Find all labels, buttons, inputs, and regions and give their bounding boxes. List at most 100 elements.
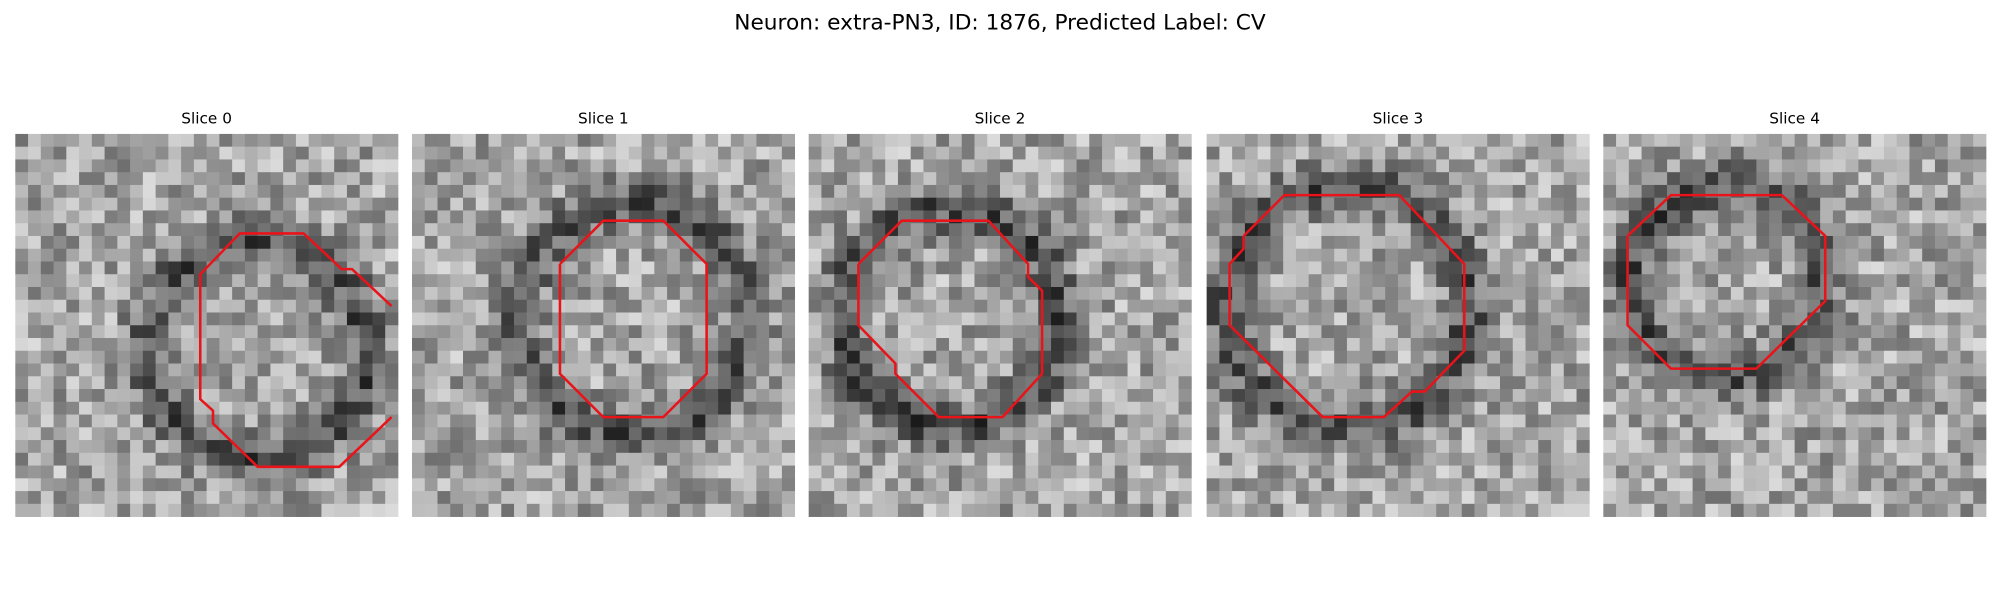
- pixel: [1871, 491, 1885, 505]
- pixel: [1244, 363, 1259, 377]
- pixel: [590, 325, 604, 339]
- pixel: [219, 197, 233, 211]
- pixel: [1538, 478, 1552, 492]
- pixel: [808, 440, 822, 454]
- pixel: [142, 478, 156, 492]
- pixel: [1909, 427, 1923, 441]
- pixel: [1270, 414, 1284, 428]
- pixel: [359, 248, 373, 262]
- pixel: [859, 235, 873, 250]
- pixel: [834, 427, 848, 441]
- pixel: [385, 363, 399, 377]
- pixel: [974, 146, 988, 160]
- pixel: [872, 312, 886, 326]
- pixel: [1461, 184, 1475, 199]
- pixel: [603, 401, 617, 415]
- pixel: [28, 133, 42, 148]
- pixel: [450, 210, 464, 224]
- pixel: [104, 223, 118, 237]
- pixel: [283, 401, 297, 415]
- pixel: [79, 440, 93, 454]
- pixel: [1089, 465, 1103, 479]
- pixel: [526, 146, 540, 160]
- pixel: [1616, 197, 1630, 211]
- pixel: [1000, 389, 1014, 403]
- pixel: [283, 350, 297, 364]
- pixel: [1692, 286, 1706, 301]
- pixel: [1372, 286, 1386, 301]
- pixel: [79, 261, 93, 275]
- pixel: [1576, 465, 1590, 479]
- pixel: [79, 210, 93, 224]
- pixel: [1461, 235, 1475, 250]
- pixel: [424, 146, 438, 160]
- pixel: [1385, 325, 1399, 339]
- pixel: [1385, 197, 1399, 211]
- pixel: [1283, 414, 1297, 428]
- pixel: [1858, 503, 1872, 517]
- pixel: [1743, 491, 1757, 505]
- pixel: [872, 338, 886, 352]
- pixel: [1947, 210, 1961, 224]
- pixel: [359, 503, 373, 517]
- pixel: [1576, 184, 1590, 199]
- pixel: [961, 223, 975, 237]
- pixel: [359, 414, 373, 428]
- pixel: [79, 159, 93, 173]
- pixel: [628, 350, 642, 364]
- pixel: [232, 312, 246, 326]
- pixel: [1448, 491, 1463, 505]
- pixel: [1832, 159, 1847, 173]
- pixel: [961, 465, 975, 479]
- pixel: [1385, 159, 1399, 173]
- pixel: [450, 478, 464, 492]
- pixel: [206, 389, 220, 403]
- pixel: [1500, 401, 1514, 415]
- pixel: [1551, 465, 1565, 479]
- pixel: [1603, 184, 1617, 199]
- pixel: [603, 159, 617, 173]
- pixel: [79, 338, 93, 352]
- pixel: [1000, 338, 1014, 352]
- pixel: [1334, 440, 1348, 454]
- pixel: [1896, 427, 1910, 441]
- pixel: [321, 452, 335, 466]
- pixel: [1500, 210, 1514, 224]
- pixel: [270, 350, 284, 364]
- pixel: [872, 286, 886, 301]
- pixel: [526, 452, 540, 466]
- pixel: [1012, 172, 1026, 186]
- pixel: [1871, 286, 1885, 301]
- pixel: [565, 376, 579, 390]
- pixel: [232, 159, 246, 173]
- pixel: [334, 363, 348, 377]
- pixel: [1063, 363, 1077, 377]
- pixel: [270, 427, 284, 441]
- pixel: [948, 299, 963, 313]
- pixel: [142, 235, 156, 250]
- pixel: [1063, 184, 1077, 199]
- pixel: [641, 133, 655, 148]
- pixel: [1372, 427, 1386, 441]
- pixel: [1947, 274, 1961, 288]
- pixel: [514, 452, 528, 466]
- pixel: [1308, 159, 1322, 173]
- pixel: [1165, 172, 1179, 186]
- pixel: [834, 286, 848, 301]
- pixel: [308, 248, 322, 262]
- pixel: [1616, 261, 1630, 275]
- pixel: [1038, 478, 1052, 492]
- pixel: [1730, 286, 1745, 301]
- pixel: [1896, 261, 1910, 275]
- pixel: [437, 491, 451, 505]
- pixel: [28, 172, 42, 186]
- pixel: [193, 235, 208, 250]
- pixel: [1140, 286, 1154, 301]
- pixel: [781, 465, 796, 479]
- pixel: [1206, 146, 1220, 160]
- pixel: [1909, 478, 1923, 492]
- pixel: [411, 210, 426, 224]
- pixel: [283, 248, 297, 262]
- pixel: [346, 401, 361, 415]
- pixel: [1232, 363, 1246, 377]
